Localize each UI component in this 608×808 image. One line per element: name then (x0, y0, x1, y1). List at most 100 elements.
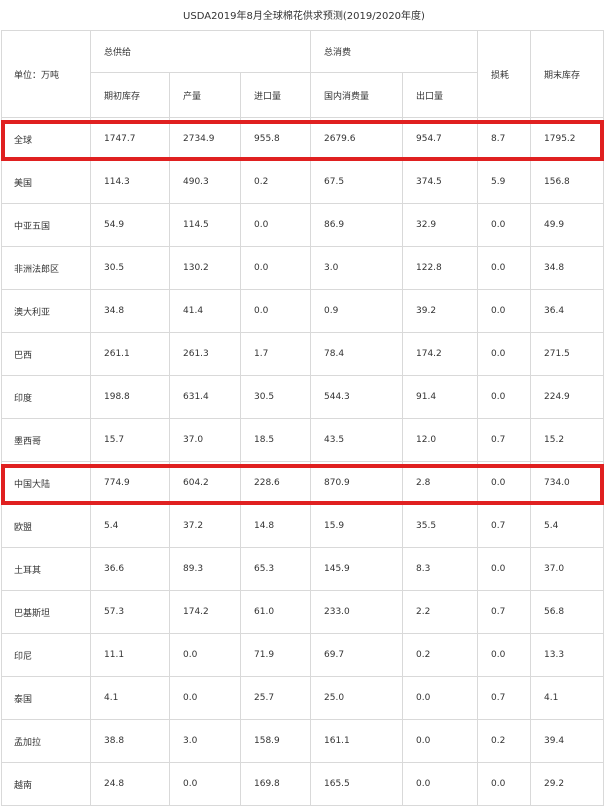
table-cell: 15.7 (90, 418, 170, 462)
table-cell: 169.8 (240, 762, 311, 806)
table-cell: 174.2 (401, 332, 479, 376)
table-cell: 36.4 (530, 289, 605, 333)
ending-stock-header: 期末库存 (530, 30, 605, 118)
table-cell: 0.0 (401, 719, 479, 763)
row-label: 泰国 (1, 676, 91, 720)
table-cell: 39.4 (530, 719, 605, 763)
table-cell: 158.9 (240, 719, 311, 763)
table-cell: 0.0 (169, 633, 241, 677)
table-cell: 25.0 (310, 676, 403, 720)
row-label: 欧盟 (1, 504, 91, 548)
group-supply-header: 总供给 (90, 30, 311, 73)
table-cell: 0.0 (169, 676, 241, 720)
table-cell: 4.1 (530, 676, 605, 720)
table-cell: 86.9 (310, 203, 403, 247)
header-row-2: 期初库存 产量 进口量 国内消费量 出口量 (2, 72, 604, 118)
table-cell: 2.8 (401, 461, 479, 505)
table-cell: 955.8 (240, 117, 311, 161)
table-row: 孟加拉 38.8 3.0 158.9 161.1 0.0 0.2 39.4 (1, 719, 605, 763)
table-row: 中亚五国 54.9 114.5 0.0 86.9 32.9 0.0 49.9 (1, 203, 605, 247)
table-row: 巴基斯坦 57.3 174.2 61.0 233.0 2.2 0.7 56.8 (1, 590, 605, 634)
table-cell: 30.5 (240, 375, 311, 419)
table-cell: 228.6 (240, 461, 311, 505)
table-cell: 67.5 (310, 160, 403, 204)
table-row: 全球 1747.7 2734.9 955.8 2679.6 954.7 8.7 1795.2 (1, 117, 605, 161)
table-cell: 2734.9 (169, 117, 241, 161)
table-cell: 122.8 (401, 246, 479, 290)
table-cell: 1.7 (240, 332, 311, 376)
table-cell: 14.8 (240, 504, 311, 548)
table-cell: 114.5 (169, 203, 241, 247)
table-cell: 870.9 (310, 461, 403, 505)
row-label: 中国大陆 (1, 461, 91, 505)
table-cell: 4.1 (90, 676, 170, 720)
table-cell: 490.3 (169, 160, 241, 204)
table-row: 中国大陆 774.9 604.2 228.6 870.9 2.8 0.0 734.0 (1, 461, 605, 505)
table-cell: 0.9 (310, 289, 403, 333)
table-cell: 5.4 (90, 504, 170, 548)
table-row: 澳大利亚 34.8 41.4 0.0 0.9 39.2 0.0 36.4 (1, 289, 605, 333)
table-cell: 2679.6 (310, 117, 403, 161)
table-cell: 161.1 (310, 719, 403, 763)
table-cell: 0.0 (477, 461, 532, 505)
table-cell: 91.4 (401, 375, 479, 419)
table-cell: 8.3 (401, 547, 479, 591)
table-cell: 37.0 (169, 418, 241, 462)
header-row-1: 单位：万吨 总供给 总消费 损耗 期末库存 (1, 30, 605, 118)
table-cell: 18.5 (240, 418, 311, 462)
table-cell: 774.9 (90, 461, 170, 505)
table-cell: 43.5 (310, 418, 403, 462)
table-row: 印度 198.8 631.4 30.5 544.3 91.4 0.0 224.9 (1, 375, 605, 419)
table-cell: 5.9 (477, 160, 532, 204)
loss-header: 损耗 (477, 30, 532, 118)
table-cell: 954.7 (401, 117, 479, 161)
table-cell: 156.8 (530, 160, 605, 204)
unit-label: 单位：万吨 (1, 30, 91, 118)
row-label: 巴基斯坦 (1, 590, 91, 634)
table-row: 墨西哥 15.7 37.0 18.5 43.5 12.0 0.7 15.2 (1, 418, 605, 462)
table-cell: 130.2 (169, 246, 241, 290)
table-cell: 38.8 (90, 719, 170, 763)
table-cell: 0.7 (477, 676, 532, 720)
table-cell: 233.0 (310, 590, 403, 634)
table-cell: 0.0 (477, 203, 532, 247)
table-cell: 32.9 (401, 203, 479, 247)
table-cell: 165.5 (310, 762, 403, 806)
table-cell: 61.0 (240, 590, 311, 634)
table-cell: 631.4 (169, 375, 241, 419)
table-row: 泰国 4.1 0.0 25.7 25.0 0.0 0.7 4.1 (1, 676, 605, 720)
table-row: 非洲法郎区 30.5 130.2 0.0 3.0 122.8 0.0 34.8 (1, 246, 605, 290)
row-label: 非洲法郎区 (1, 246, 91, 290)
table-cell: 78.4 (310, 332, 403, 376)
table-row: 巴西 261.1 261.3 1.7 78.4 174.2 0.0 271.5 (1, 332, 605, 376)
table-cell: 174.2 (169, 590, 241, 634)
table-cell: 3.0 (169, 719, 241, 763)
table-cell: 604.2 (169, 461, 241, 505)
table-cell: 15.2 (530, 418, 605, 462)
col-header-beginning-stock: 期初库存 (90, 72, 170, 118)
table-cell: 2.2 (401, 590, 479, 634)
table-cell: 0.7 (477, 418, 532, 462)
table-cell: 69.7 (310, 633, 403, 677)
table-cell: 0.0 (401, 762, 479, 806)
table-cell: 544.3 (310, 375, 403, 419)
table-row: 印尼 11.1 0.0 71.9 69.7 0.2 0.0 13.3 (1, 633, 605, 677)
table-cell: 0.0 (477, 332, 532, 376)
table-cell: 261.1 (90, 332, 170, 376)
table-cell: 3.0 (310, 246, 403, 290)
table-cell: 11.1 (90, 633, 170, 677)
table-cell: 0.0 (401, 676, 479, 720)
table-title: USDA2019年8月全球棉花供求预测(2019/2020年度) (183, 11, 425, 22)
table-cell: 261.3 (169, 332, 241, 376)
col-header-imports: 进口量 (240, 72, 311, 118)
table-cell: 34.8 (530, 246, 605, 290)
table-cell: 0.2 (477, 719, 532, 763)
row-label: 孟加拉 (1, 719, 91, 763)
table-cell: 0.0 (477, 375, 532, 419)
table-cell: 71.9 (240, 633, 311, 677)
table-cell: 36.6 (90, 547, 170, 591)
table-cell: 15.9 (310, 504, 403, 548)
table-cell: 41.4 (169, 289, 241, 333)
table-cell: 0.7 (477, 590, 532, 634)
table-cell: 39.2 (401, 289, 479, 333)
